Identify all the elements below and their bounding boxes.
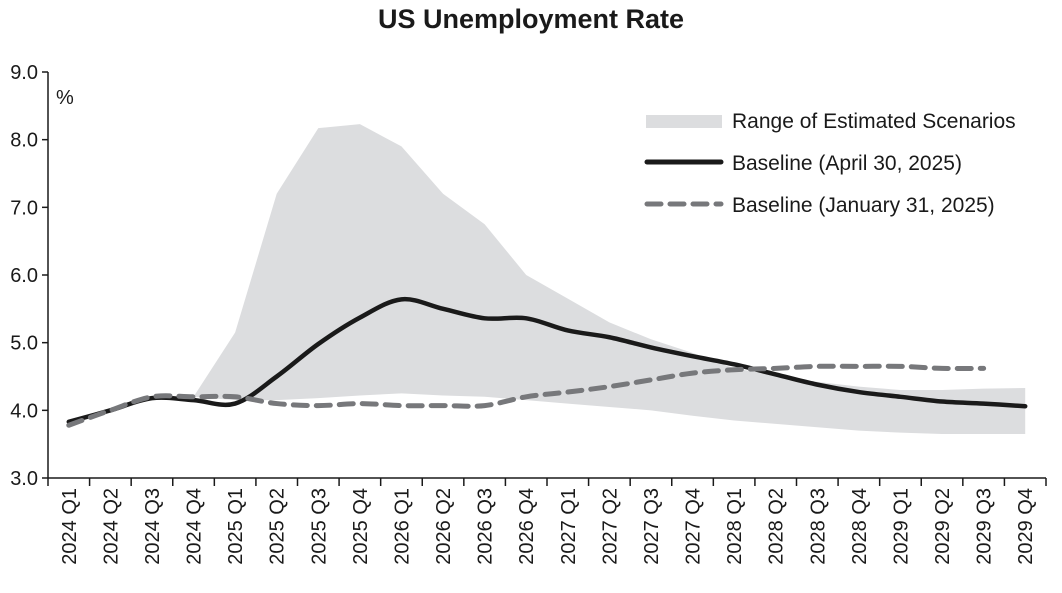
x-tick-label: 2028 Q1 (724, 488, 746, 565)
x-tick-label: 2028 Q3 (807, 488, 829, 565)
chart-title: US Unemployment Rate (377, 4, 685, 34)
y-tick-label: 7.0 (10, 197, 38, 219)
x-tick-label: 2028 Q4 (849, 488, 871, 565)
x-tick-label: 2024 Q4 (184, 488, 206, 565)
baseline-april-line (66, 296, 1028, 425)
x-tick-label: 2025 Q3 (308, 488, 330, 565)
legend-label-baseline-april: Baseline (April 30, 2025) (732, 152, 962, 175)
x-tick-label: 2024 Q3 (142, 488, 164, 565)
x-tick-label: 2029 Q3 (974, 488, 996, 565)
y-tick-label: 6.0 (10, 265, 38, 287)
x-tick-label: 2026 Q3 (475, 488, 497, 565)
x-tick-label: 2029 Q1 (890, 488, 912, 565)
x-tick-label: 2026 Q4 (516, 488, 538, 565)
x-tick-label: 2029 Q2 (932, 488, 954, 565)
legend-label-range: Range of Estimated Scenarios (732, 110, 1016, 133)
y-tick-label: 5.0 (10, 333, 38, 355)
x-tick-label: 2027 Q4 (683, 488, 705, 565)
x-tick-label: 2025 Q4 (350, 488, 372, 565)
x-tick-label: 2027 Q3 (641, 488, 663, 565)
y-tick-label: 8.0 (10, 130, 38, 152)
range-band (68, 124, 1026, 435)
x-tick-label: 2025 Q1 (225, 488, 247, 565)
x-tick-label: 2029 Q4 (1015, 488, 1037, 565)
y-tick-label: 9.0 (10, 62, 38, 84)
x-tick-label: 2025 Q2 (267, 488, 289, 565)
y-tick-label: 4.0 (10, 400, 38, 422)
x-tick-label: 2028 Q2 (766, 488, 788, 565)
x-tick-label: 2027 Q2 (599, 488, 621, 565)
legend-label-baseline-january: Baseline (January 31, 2025) (732, 194, 995, 217)
legend-swatch-range (646, 115, 722, 128)
y-axis-unit-label: % (56, 87, 74, 109)
x-tick-label: 2026 Q1 (391, 488, 413, 565)
x-tick-label: 2024 Q2 (100, 488, 122, 565)
x-tick-label: 2026 Q2 (433, 488, 455, 565)
x-tick-label: 2027 Q1 (558, 488, 580, 565)
baseline-january-line (66, 363, 987, 428)
y-tick-label: 3.0 (10, 468, 38, 490)
x-tick-label: 2024 Q1 (59, 488, 81, 565)
